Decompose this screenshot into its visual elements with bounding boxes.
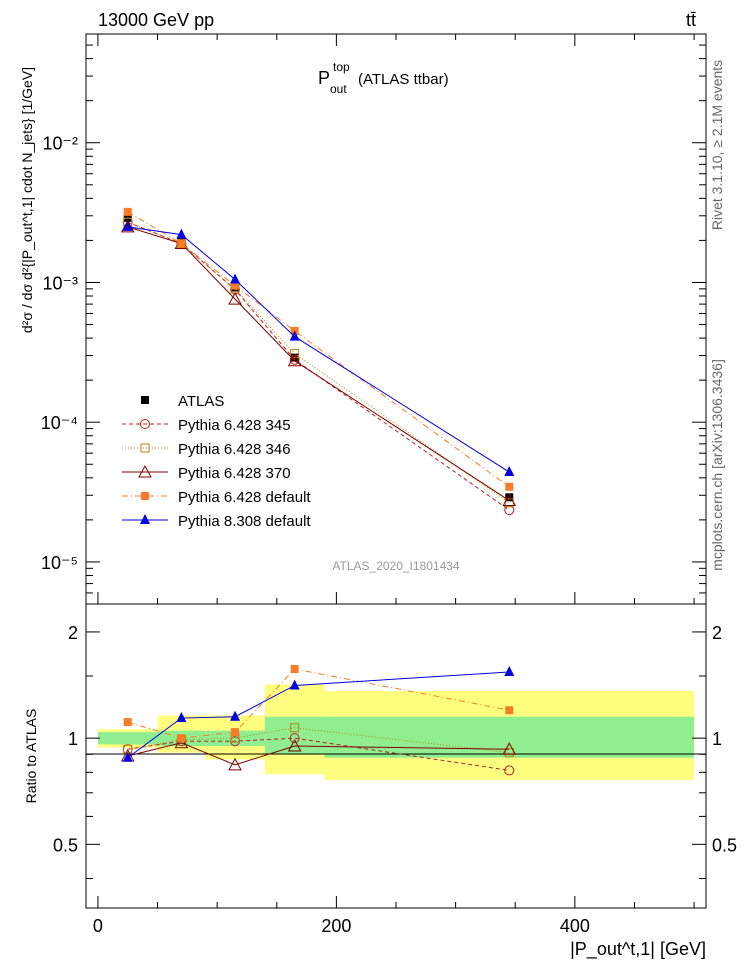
legend-marker: [141, 396, 149, 404]
main-data-point: [176, 228, 187, 239]
plot-title-sup: top: [333, 60, 350, 74]
main-series-2: [123, 217, 514, 508]
main-y-tick-label: 10⁻⁵: [41, 553, 78, 573]
main-series-3: [120, 219, 517, 507]
ratio-series-line: [127, 742, 510, 766]
ratio-band-stat: [264, 716, 325, 755]
ratio-series-2: [120, 735, 517, 771]
ratio-band-stat: [97, 732, 158, 745]
ratio-y-tick-label-right: 2: [712, 623, 722, 643]
main-data-point: [177, 239, 186, 248]
x-tick-label: 200: [321, 916, 351, 936]
main-y-axis-label: d²σ / dσ d²{|P_out^t,1| cdot N_jets} [1/…: [19, 67, 35, 333]
ratio-y-axis-label: Ratio to ATLAS: [23, 709, 39, 804]
ratio-band-stat: [324, 716, 695, 758]
ratio-y-tick-label: 2: [68, 623, 78, 643]
main-y-tick-label: 10⁻³: [42, 273, 78, 293]
ratio-data-point: [230, 710, 241, 721]
ratio-data-point: [231, 728, 240, 737]
ratio-y-tick-label: 1: [68, 729, 78, 749]
main-data-point: [122, 220, 133, 231]
x-axis-label: |P_out^t,1| [GeV]: [570, 939, 706, 960]
main-y-tick-label: 10⁻⁴: [41, 413, 78, 433]
ratio-data-point: [504, 665, 515, 676]
ratio-data-point: [228, 757, 242, 771]
legend-label: Pythia 6.428 346: [178, 441, 291, 458]
legend-marker: [140, 514, 150, 524]
main-data-point: [290, 349, 300, 359]
legend: ATLAS Pythia 6.428 345 Pythia 6.428 346 Pyt…: [122, 393, 311, 530]
legend-marker: [138, 464, 152, 478]
main-series-line: [127, 226, 510, 473]
ratio-data-point: [289, 733, 300, 744]
ratio-bands: [97, 684, 695, 781]
main-data-point: [230, 273, 241, 284]
plot-title-main: P: [318, 68, 330, 88]
legend-marker: [141, 492, 149, 500]
process-label: tt̄: [686, 10, 696, 30]
main-y-tick-label: 10⁻²: [42, 134, 78, 154]
plot-title-sub: out: [330, 82, 347, 96]
rivet-label: Rivet 3.1.10, ≥ 2.1M events: [709, 60, 725, 230]
main-data-point: [289, 330, 300, 341]
legend-label: Pythia 6.428 default: [178, 489, 311, 506]
ratio-data-point: [290, 723, 300, 733]
main-series-line: [127, 226, 510, 501]
main-data-point: [287, 353, 302, 367]
x-tick-label: 0: [93, 916, 103, 936]
ratio-series-line: [127, 727, 510, 754]
ratio-series-4: [122, 665, 515, 762]
energy-label: 13000 GeV pp: [98, 10, 214, 30]
plot-title-suffix: (ATLAS ttbar): [358, 71, 449, 88]
ratio-y-tick-label-right: 0.5: [712, 835, 737, 855]
ratio-series-3: [123, 665, 514, 743]
main-data-point: [504, 466, 515, 477]
legend-label: Pythia 8.308 default: [178, 513, 311, 530]
ratio-data-point: [504, 765, 515, 776]
ratio-data-point: [289, 679, 300, 690]
main-data-point: [120, 219, 135, 233]
main-data-point: [123, 207, 132, 216]
ratio-y-tick-label: 0.5: [53, 835, 78, 855]
mcplots-label: mcplots.cern.ch [arXiv:1306.3436]: [709, 359, 725, 571]
legend-marker: [140, 443, 150, 453]
legend-label: Pythia 6.428 370: [178, 465, 291, 482]
main-data-point: [505, 493, 514, 502]
ratio-data-point: [287, 738, 302, 752]
ratio-data-point: [290, 665, 299, 674]
main-data-point: [228, 292, 242, 305]
ratio-data-point: [176, 712, 187, 723]
ratio-data-point: [123, 718, 132, 727]
legend-label: ATLAS: [178, 393, 224, 410]
ratio-data-point: [177, 734, 186, 743]
main-data-point: [505, 482, 514, 491]
x-tick-label: 400: [560, 916, 590, 936]
main-series-line: [127, 221, 510, 504]
legend-label: Pythia 6.428 345: [178, 417, 291, 434]
ratio-data-point: [504, 748, 514, 758]
ratio-data-point: [505, 706, 514, 715]
ratio-data-point: [502, 742, 517, 755]
legend-marker: [140, 419, 150, 429]
main-series-0: [123, 213, 514, 502]
plot-title: P top out (ATLAS ttbar): [318, 60, 449, 96]
ratio-series-line: [127, 737, 510, 771]
ratio-y-tick-label-right: 1: [712, 729, 722, 749]
analysis-id: ATLAS_2020_I1801434: [332, 559, 460, 573]
ratio-data-point: [174, 735, 189, 749]
ratio-data-point: [122, 751, 133, 762]
main-data-point: [502, 493, 517, 507]
main-data-point: [231, 281, 240, 290]
main-series-5: [122, 220, 515, 477]
